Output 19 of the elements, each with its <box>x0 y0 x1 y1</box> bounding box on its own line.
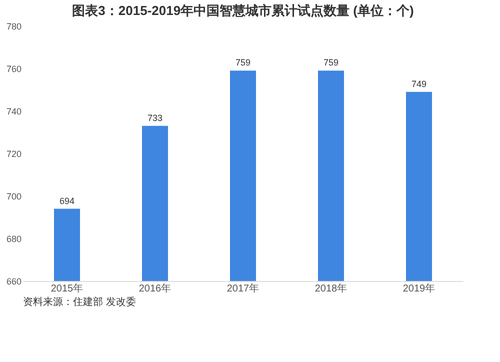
data-label: 759 <box>235 58 251 68</box>
data-label: 733 <box>147 112 163 123</box>
data-label: 759 <box>323 58 339 68</box>
x-tick-label: 2019年 <box>402 282 436 294</box>
data-label: 694 <box>59 196 75 206</box>
y-tick-label: 720 <box>6 149 22 159</box>
x-tick-label: 2018年 <box>314 282 348 294</box>
y-tick-label: 760 <box>6 64 22 74</box>
x-tick-label: 2015年 <box>50 282 84 294</box>
data-label: 749 <box>411 78 427 89</box>
y-tick-label: 740 <box>6 106 22 116</box>
x-tick-label: 2016年 <box>138 282 172 294</box>
x-tick-label: 2017年 <box>226 282 260 294</box>
y-tick-label: 780 <box>6 22 22 32</box>
text: 资料来源：住建部 发改委 <box>23 296 136 308</box>
y-tick-label: 700 <box>6 192 22 202</box>
y-tick-label: 660 <box>6 276 22 286</box>
y-tick-label: 680 <box>6 234 22 244</box>
chart-title: 图表3：2015-2019年中国智慧城市累计试点数量 (单位：个) <box>72 3 414 18</box>
